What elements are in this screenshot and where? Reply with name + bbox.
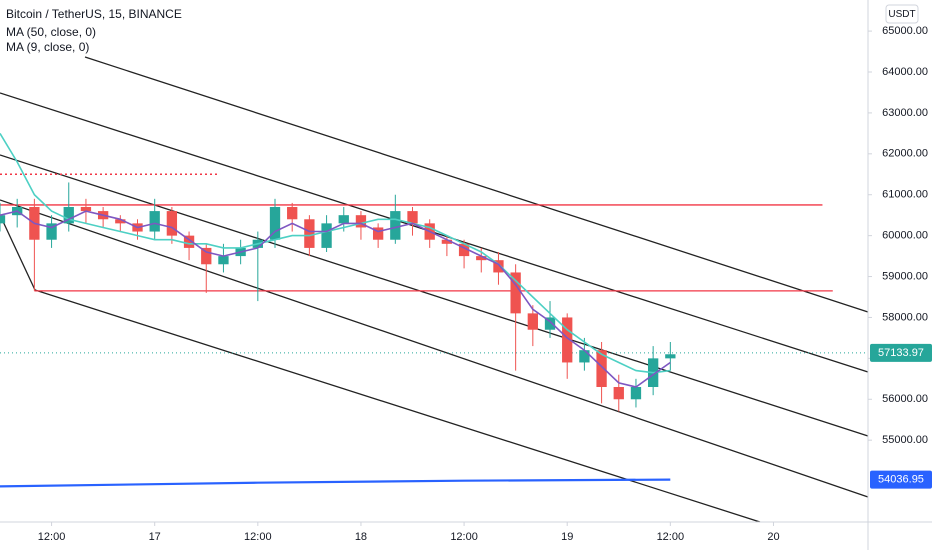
y-tick-label: 64000.00: [882, 66, 928, 78]
candle-body: [183, 235, 195, 248]
candle-body: [218, 256, 229, 265]
price-label: 57133.97: [878, 347, 924, 359]
candle-body: [510, 272, 521, 314]
x-tick-label: 12:00: [450, 531, 478, 543]
x-tick-label: 17: [149, 531, 161, 543]
y-tick-label: 65000.00: [882, 25, 928, 37]
currency: USDT: [888, 9, 915, 20]
y-tick-label: 63000.00: [882, 107, 928, 119]
x-tick-label: 20: [767, 531, 779, 543]
x-tick-label: 12:00: [244, 531, 272, 543]
candle-body: [390, 211, 401, 240]
candle-body: [149, 211, 160, 232]
x-tick-label: 12:00: [38, 531, 66, 543]
candle-body: [80, 207, 92, 212]
channel-line: [0, 214, 36, 291]
candle-body: [63, 207, 74, 224]
legend-entry: MA (9, close, 0): [6, 40, 89, 54]
candle: [613, 374, 624, 412]
candle: [579, 337, 590, 371]
candle-body: [201, 247, 212, 265]
candle-body: [458, 243, 470, 257]
candle: [372, 223, 384, 248]
candle-body: [115, 219, 126, 224]
candle: [115, 215, 126, 232]
candle: [665, 342, 676, 371]
ma-line: [0, 478, 671, 488]
price-label-box: [870, 470, 932, 489]
candle-body: [476, 256, 487, 261]
x-tick-label: 18: [355, 531, 367, 543]
candle: [596, 342, 607, 404]
candle-body: [355, 215, 367, 228]
y-tick-label: 55000.00: [882, 434, 928, 446]
candle: [183, 231, 195, 261]
candle: [321, 215, 332, 252]
x-tick-label: 12:00: [657, 531, 685, 543]
candle-body: [372, 227, 384, 240]
channel-lines: [0, 56, 869, 523]
candle: [0, 202, 6, 232]
price-label: 54036.95: [878, 473, 924, 485]
y-tick-label: 56000.00: [882, 393, 928, 405]
candle-body: [544, 317, 556, 330]
candle: [149, 198, 160, 240]
candle-body: [46, 223, 57, 240]
legend-entry: MA (50, close, 0): [6, 25, 96, 39]
chart-title: Bitcoin / TetherUS, 15, BINANCE: [6, 7, 182, 21]
candle-body: [269, 207, 281, 240]
candle: [355, 211, 367, 240]
channel-line: [0, 199, 869, 498]
ma-line: [0, 210, 671, 388]
candle: [63, 182, 74, 232]
candle-body: [0, 215, 6, 224]
candle-body: [407, 211, 418, 224]
candle-body: [441, 239, 453, 244]
candle-body: [562, 317, 573, 363]
y-tick-label: 62000.00: [882, 148, 928, 160]
candle-body: [579, 350, 590, 363]
x-tick-label: 19: [561, 531, 573, 543]
candle: [510, 264, 521, 371]
candle: [493, 252, 504, 285]
candle: [527, 305, 538, 347]
candle-body: [630, 387, 642, 400]
candle-body: [304, 219, 315, 248]
candle-body: [321, 223, 332, 248]
candle: [630, 378, 642, 408]
ma-line: [0, 132, 671, 374]
candle: [407, 207, 418, 236]
candle-body: [527, 313, 538, 330]
candle-body: [665, 354, 676, 359]
currency-box[interactable]: [885, 4, 919, 24]
candle-body: [287, 207, 298, 220]
candle: [287, 202, 298, 232]
y-tick-label: 60000.00: [882, 230, 928, 242]
y-tick-label: 58000.00: [882, 311, 928, 323]
candle: [166, 207, 178, 244]
channel-line: [34, 289, 761, 523]
channel-line: [84, 56, 869, 313]
candle: [46, 215, 57, 248]
candle-body: [596, 350, 607, 387]
candle-body: [613, 387, 624, 400]
candle-body: [166, 211, 178, 236]
price-label-box: [870, 343, 932, 362]
channel-line: [0, 154, 869, 437]
y-tick-label: 59000.00: [882, 270, 928, 282]
y-tick-label: 61000.00: [882, 189, 928, 201]
candle-body: [338, 215, 349, 224]
candle: [544, 301, 556, 338]
candle-body: [493, 260, 504, 273]
candle: [562, 313, 573, 379]
